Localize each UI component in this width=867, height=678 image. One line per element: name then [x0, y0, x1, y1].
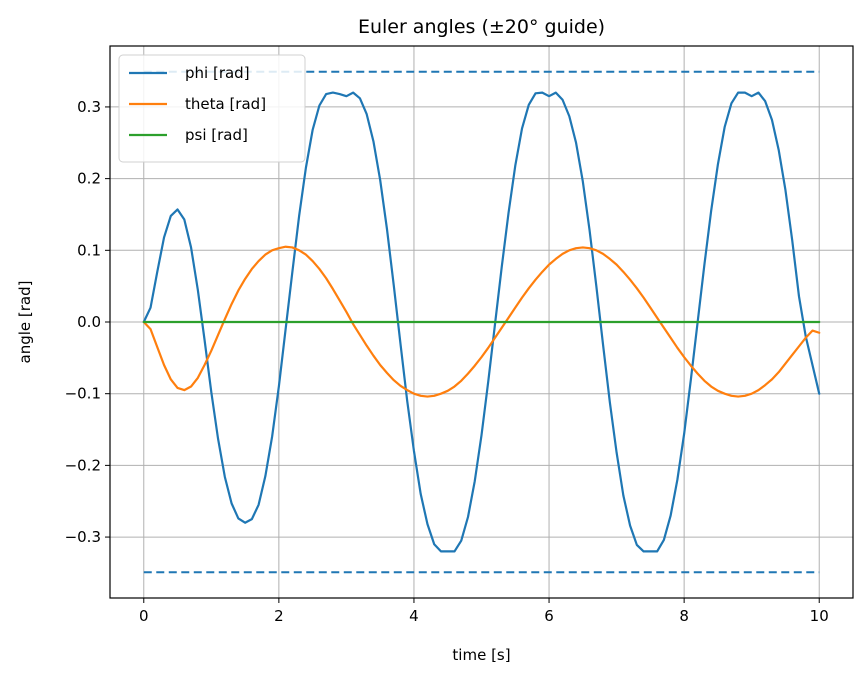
y-tick-labels: −0.3 −0.2 −0.1 0.0 0.1 0.2 0.3	[65, 98, 101, 546]
chart-title: Euler angles (±20° guide)	[358, 16, 605, 38]
y-tick-label: −0.3	[65, 528, 101, 546]
series-line-phi	[142, 91, 821, 553]
x-tick-labels: 0 2 4 6 8 10	[139, 607, 829, 625]
x-axis-label: time [s]	[452, 646, 510, 664]
series-lines	[142, 91, 821, 553]
y-tick-label: −0.2	[65, 456, 101, 474]
legend-label: theta [rad]	[185, 95, 266, 113]
x-tick-label: 0	[139, 607, 149, 625]
x-tick-label: 6	[544, 607, 554, 625]
y-tick-label: −0.1	[65, 385, 101, 403]
y-tick-label: 0.1	[77, 241, 101, 259]
y-axis-label: angle [rad]	[16, 281, 34, 364]
legend-label: phi [rad]	[185, 64, 250, 82]
axis-ticks	[105, 106, 820, 603]
y-tick-label: 0.2	[77, 170, 101, 188]
y-tick-label: 0.3	[77, 98, 101, 116]
legend-label: psi [rad]	[185, 126, 248, 144]
x-tick-label: 2	[274, 607, 284, 625]
x-tick-label: 10	[810, 607, 829, 625]
y-tick-label: 0.0	[77, 313, 101, 331]
legend: phi [rad] theta [rad] psi [rad]	[118, 54, 306, 163]
x-tick-label: 4	[409, 607, 419, 625]
series-line-theta	[142, 245, 821, 398]
x-tick-label: 8	[679, 607, 689, 625]
